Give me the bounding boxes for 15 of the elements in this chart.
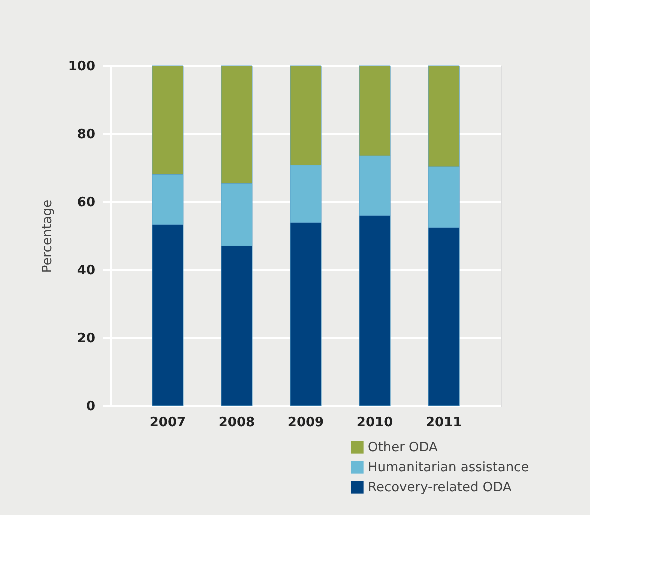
y-tick-label: 60: [77, 196, 96, 210]
x-tick-label: 2008: [218, 416, 256, 430]
y-tick-label: 40: [77, 264, 96, 278]
y-tick-label: 80: [77, 128, 96, 142]
x-tick-label: 2007: [150, 416, 186, 430]
y-tick-label: 100: [68, 60, 96, 74]
y-axis-title: Percentage: [40, 200, 56, 274]
x-tick-label: 2011: [426, 416, 462, 430]
x-tick-label: 2010: [356, 416, 394, 430]
legend-label: Other ODA: [368, 440, 438, 456]
y-tick-label: 0: [86, 400, 96, 414]
legend-label: Recovery-related ODA: [368, 480, 512, 496]
legend-label: Humanitarian assistance: [368, 460, 530, 476]
x-tick-label: 2009: [288, 416, 324, 430]
y-tick-label: 20: [77, 332, 96, 346]
